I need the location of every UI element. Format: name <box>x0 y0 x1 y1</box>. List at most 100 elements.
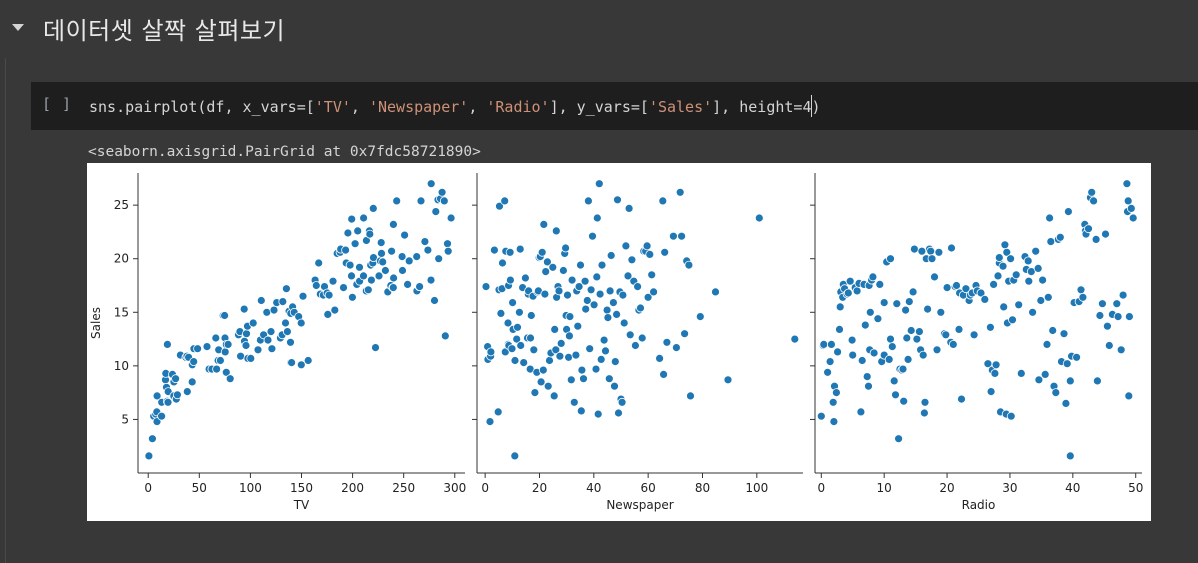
scatter-point <box>223 339 233 349</box>
scatter-point <box>431 207 441 216</box>
scatter-point <box>618 290 628 300</box>
scatter-point <box>1051 388 1061 398</box>
scatter-point <box>397 252 407 261</box>
scatter-point <box>376 238 386 247</box>
scatter-point <box>711 287 720 297</box>
scatter-point <box>889 376 899 386</box>
scatter-point <box>341 245 351 255</box>
scatter-point <box>296 360 306 370</box>
scatter-point <box>599 335 609 345</box>
scatter-point <box>144 451 154 461</box>
scatter-point <box>1059 329 1069 339</box>
scatter-point <box>754 213 764 223</box>
scatter-point <box>976 288 986 298</box>
scatter-point <box>345 260 355 270</box>
scatter-point <box>954 324 964 334</box>
scatter-point <box>526 311 536 320</box>
scatter-point <box>903 354 913 364</box>
scatter-point <box>426 275 436 285</box>
scatter-point <box>1014 300 1024 310</box>
scatter-point <box>182 387 192 397</box>
scatter-point <box>1031 246 1041 256</box>
scatter-point <box>347 214 357 224</box>
scatter-point <box>1062 359 1072 369</box>
scatter-point <box>952 281 961 290</box>
scatter-point <box>610 381 619 391</box>
scatter-point <box>163 339 172 349</box>
scatter-point <box>371 343 380 353</box>
scatter-point <box>542 257 552 267</box>
scatter-point <box>314 258 324 268</box>
scatter-point <box>256 296 266 305</box>
x-tick-label: 20 <box>532 481 547 495</box>
scatter-point <box>148 434 157 444</box>
scatter-point <box>932 345 942 355</box>
collapse-toggle-icon[interactable] <box>12 24 24 31</box>
run-cell-button[interactable]: [ ] <box>42 95 73 113</box>
scatter-point <box>563 290 572 300</box>
scatter-point <box>825 357 835 367</box>
scatter-point <box>999 302 1009 312</box>
scatter-point <box>625 330 635 340</box>
scatter-point <box>892 299 902 309</box>
scatter-point <box>990 368 1000 378</box>
y-tick-label: 25 <box>114 198 129 212</box>
scatter-point <box>1104 341 1114 350</box>
scatter-point <box>286 337 295 347</box>
scatter-point <box>684 260 694 270</box>
scatter-point <box>437 187 447 197</box>
scatter-point <box>1008 315 1017 325</box>
scatter-point <box>339 283 348 292</box>
code-token: , <box>468 98 487 116</box>
x-tick-label: 60 <box>641 481 656 495</box>
scatter-point <box>592 213 602 223</box>
scatter-point <box>353 226 363 236</box>
scatter-point <box>1091 235 1101 244</box>
scatter-point <box>412 252 422 261</box>
scatter-point <box>365 229 375 239</box>
x-axis-label: Newspaper <box>606 498 673 512</box>
scatter-point <box>423 245 433 255</box>
scatter-point <box>1065 451 1075 461</box>
scatter-point <box>380 266 390 275</box>
section-rule <box>5 58 6 563</box>
scatter-point <box>377 249 386 258</box>
scatter-point <box>1072 352 1081 362</box>
scatter-point <box>374 271 384 281</box>
scatter-point <box>602 305 612 315</box>
scatter-point <box>565 312 575 322</box>
scatter-point <box>606 251 616 260</box>
scatter-point <box>564 331 574 341</box>
y-tick-label: 20 <box>114 252 129 266</box>
scatter-point <box>1028 307 1037 317</box>
x-tick-label: 250 <box>392 481 415 495</box>
scatter-point <box>862 372 872 382</box>
x-axis-label: Radio <box>962 498 996 512</box>
scatter-point <box>906 326 916 335</box>
code-token: sns.pairplot(df, x_vars=[ <box>89 98 315 116</box>
scatter-point <box>1016 368 1026 378</box>
section-title: 데이터셋 살짝 살펴보기 <box>43 17 286 45</box>
scatter-point <box>571 350 581 360</box>
scatter-point <box>577 365 587 375</box>
code-token: ) <box>811 98 821 116</box>
scatter-point <box>211 333 221 343</box>
scatter-point <box>262 307 272 317</box>
scatter-point <box>1125 312 1134 322</box>
scatter-point <box>550 324 560 334</box>
scatter-point <box>1116 345 1126 355</box>
scatter-point <box>580 276 590 286</box>
scatter-point <box>868 272 878 282</box>
scatter-point <box>677 231 686 241</box>
x-tick-label: 100 <box>745 481 768 495</box>
scatter-point <box>917 246 927 256</box>
scatter-point <box>594 179 604 189</box>
scatter-point <box>662 337 672 347</box>
scatter-point <box>595 289 605 299</box>
code-editor[interactable]: sns.pairplot(df, x_vars=['TV', 'Newspape… <box>89 95 821 117</box>
scatter-point <box>493 407 503 417</box>
code-cell[interactable] <box>31 82 1198 130</box>
y-tick-label: 10 <box>114 359 129 373</box>
scatter-point <box>898 364 908 374</box>
scatter-point <box>366 275 376 285</box>
